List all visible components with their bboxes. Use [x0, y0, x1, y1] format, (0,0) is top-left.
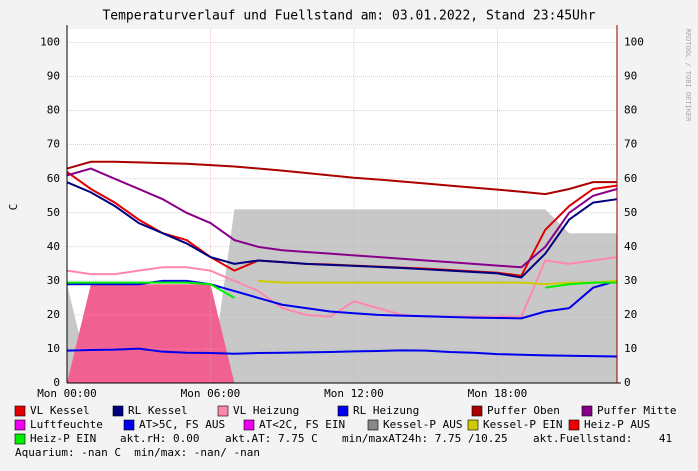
- y2-tick-label: 30: [624, 274, 637, 287]
- y2-tick-label: 20: [624, 308, 637, 321]
- y-tick-label: 60: [47, 172, 60, 185]
- y-tick-label: 80: [47, 104, 60, 117]
- legend-text: min/maxAT24h: 7.75 /10.25: [342, 432, 508, 445]
- legend-label: Kessel-P AUS: [383, 418, 462, 431]
- y-axis-label: C: [7, 204, 20, 211]
- y-tick-label: 70: [47, 138, 60, 151]
- watermark: RRDTOOL / TOBI OETIKER: [684, 29, 692, 123]
- legend-swatch: [471, 405, 483, 417]
- legend-text: Aquarium: -nan C min/max: -nan/ -nan: [15, 446, 260, 459]
- area: [67, 209, 617, 383]
- y2-tick-label: 0: [624, 376, 631, 389]
- legend-label: VL Heizung: [233, 404, 299, 417]
- x-tick-label: Mon 12:00: [324, 387, 384, 400]
- legend-label: Puffer Mitte: [597, 404, 676, 417]
- line: [67, 281, 617, 299]
- chart-title: Temperaturverlauf und Fuellstand am: 03.…: [102, 9, 595, 24]
- x-tick-label: Mon 06:00: [181, 387, 241, 400]
- y-tick-label: 100: [40, 36, 60, 49]
- y2-tick-label: 60: [624, 172, 637, 185]
- y-tick-label: 0: [53, 376, 60, 389]
- x-tick-label: Mon 18:00: [468, 387, 528, 400]
- legend-text: akt.Fuellstand: 41: [533, 432, 672, 445]
- y2-tick-label: 50: [624, 206, 637, 219]
- y2-tick-label: 90: [624, 70, 637, 83]
- legend-label: Luftfeuchte: [30, 418, 103, 431]
- legend-label: Puffer Oben: [487, 404, 560, 417]
- area: [67, 284, 617, 383]
- line: [66, 167, 618, 269]
- y2-tick-label: 70: [624, 138, 637, 151]
- legend-label: Kessel-P EIN: [483, 418, 562, 431]
- line: [67, 279, 618, 320]
- y-tick-label: 10: [47, 342, 60, 355]
- legend-text: akt.AT: 7.75 C: [225, 432, 318, 445]
- legend-label: AT<2C, FS EIN: [259, 418, 345, 431]
- legend-swatch: [581, 405, 593, 417]
- legend-swatch: [568, 419, 580, 431]
- legend-swatch: [243, 419, 255, 431]
- y-tick-label: 30: [47, 274, 60, 287]
- legend-label: Heiz-P EIN: [30, 432, 96, 445]
- y-tick-label: 50: [47, 206, 60, 219]
- legend-swatch: [367, 419, 379, 431]
- y-tick-label: 20: [47, 308, 60, 321]
- legend-swatch: [123, 419, 135, 431]
- y2-tick-label: 100: [624, 36, 644, 49]
- y2-tick-label: 10: [624, 342, 637, 355]
- y2-tick-label: 80: [624, 104, 637, 117]
- y-tick-label: 90: [47, 70, 60, 83]
- line: [66, 256, 618, 318]
- legend-text: akt.rH: 0.00: [120, 432, 199, 445]
- legend-swatch: [14, 405, 26, 417]
- legend-label: RL Kessel: [128, 404, 188, 417]
- line: [66, 160, 617, 196]
- legend-swatch: [112, 405, 124, 417]
- y2-tick-label: 40: [624, 240, 637, 253]
- x-tick-label: Mon 00:00: [37, 387, 97, 400]
- y-tick-label: 40: [47, 240, 60, 253]
- legend-swatch: [337, 405, 349, 417]
- legend-swatch: [14, 433, 26, 445]
- line: [258, 279, 618, 286]
- legend-label: Heiz-P AUS: [584, 418, 650, 431]
- line: [66, 347, 618, 358]
- legend-swatch: [467, 419, 479, 431]
- legend-label: AT>5C, FS AUS: [139, 418, 225, 431]
- legend-swatch: [14, 419, 26, 431]
- legend-label: RL Heizung: [353, 404, 419, 417]
- legend-label: VL Kessel: [30, 404, 90, 417]
- line: [66, 181, 618, 279]
- legend-swatch: [217, 405, 229, 417]
